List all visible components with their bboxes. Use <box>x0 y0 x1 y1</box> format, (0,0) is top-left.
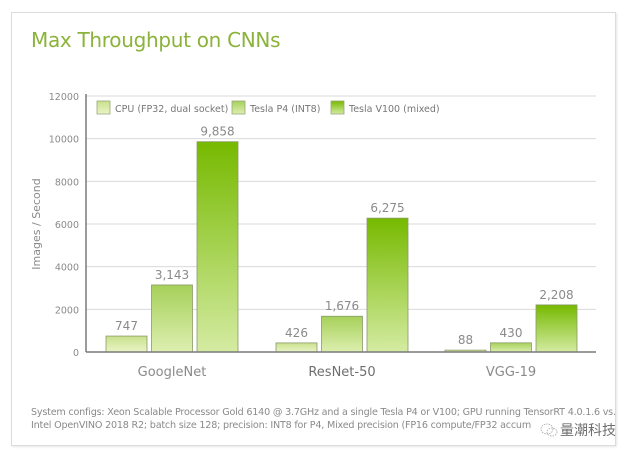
bar-googlenet-series-0 <box>105 335 148 353</box>
bar-vgg-19-series-1 <box>490 342 532 353</box>
bar-resnet-50-series-1 <box>321 315 363 353</box>
bar-googlenet-series-2 <box>196 141 239 353</box>
bar-value-label: 88 <box>458 333 473 347</box>
bar-googlenet-series-1 <box>151 284 193 353</box>
watermark: 量潮科技 <box>540 420 616 440</box>
bar-value-label: 426 <box>285 326 308 340</box>
legend-swatch <box>231 100 246 115</box>
x-tick-label: GoogleNet <box>138 365 207 380</box>
y-tick-label: 4000 <box>55 263 79 274</box>
legend-swatch <box>330 100 345 115</box>
y-tick-labels: 0 2000 4000 6000 8000 10000 12000 <box>49 92 79 359</box>
footnote: System configs: Xeon Scalable Processor … <box>31 406 616 432</box>
legend-label: CPU (FP32, dual socket) <box>115 104 228 115</box>
y-axis-label: Images / Second <box>30 178 43 269</box>
watermark-text: 量潮科技 <box>560 423 616 439</box>
bar-value-label: 747 <box>115 319 138 333</box>
bar-value-label: 430 <box>500 326 523 340</box>
bar-value-labels: 747 3,143 9,858 426 1,676 6,275 88 430 2,208 <box>115 125 574 347</box>
x-tick-label: ResNet-50 <box>308 365 375 380</box>
y-tick-label: 2000 <box>55 305 79 316</box>
bar-value-label: 3,143 <box>155 268 189 282</box>
y-tick-label: 6000 <box>55 220 79 231</box>
axes <box>85 94 596 353</box>
x-tick-labels: GoogleNet ResNet-50 VGG-19 <box>138 365 536 380</box>
legend-label: Tesla V100 (mixed) <box>348 104 440 115</box>
bar-value-label: 6,275 <box>370 201 404 215</box>
wechat-icon <box>540 423 558 437</box>
footnote-line-1: System configs: Xeon Scalable Processor … <box>31 407 616 418</box>
chart-title: Max Throughput on CNNs <box>31 28 281 52</box>
bar-value-label: 1,676 <box>325 299 359 313</box>
chart-card <box>11 12 616 446</box>
y-tick-label: 0 <box>73 348 79 359</box>
bar-value-label: 2,208 <box>539 288 573 302</box>
legend-swatch <box>96 100 111 115</box>
bar-resnet-50-series-2 <box>366 217 409 353</box>
bars <box>105 141 578 353</box>
x-tick-label: VGG-19 <box>486 365 536 380</box>
bar-vgg-19-series-2 <box>535 304 578 353</box>
legend-label: Tesla P4 (INT8) <box>249 104 320 115</box>
gridlines <box>86 95 596 310</box>
bar-value-label: 9,858 <box>200 125 234 139</box>
bar-resnet-50-series-0 <box>275 342 318 353</box>
y-tick-label: 8000 <box>55 177 79 188</box>
y-tick-label: 10000 <box>49 135 79 146</box>
y-tick-label: 12000 <box>49 92 79 103</box>
footnote-line-2: Intel OpenVINO 2018 R2; batch size 128; … <box>31 420 531 431</box>
legend: CPU (FP32, dual socket) Tesla P4 (INT8) Te… <box>96 100 440 115</box>
